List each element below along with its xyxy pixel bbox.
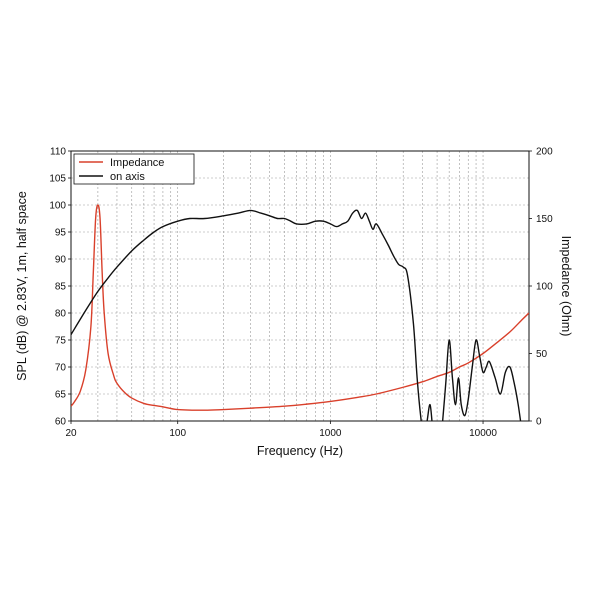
x-tick-label: 20 [65, 428, 77, 439]
x-axis: 20 100 1000 10000 [65, 421, 497, 439]
series-line-impedance [71, 204, 529, 411]
left-y-tick-label: 95 [55, 228, 67, 239]
x-axis-title: Frequency (Hz) [257, 444, 343, 458]
left-y-tick-label: 80 [55, 309, 67, 320]
right-y-tick-label: 200 [536, 147, 553, 158]
right-y-tick-label: 100 [536, 282, 553, 293]
legend-label-impedance: Impedance [110, 157, 164, 169]
right-y-tick-label: 150 [536, 214, 553, 225]
right-y-tick-label: 50 [536, 349, 548, 360]
left-y-tick-label: 75 [55, 336, 67, 347]
right-y-axis: 0 50 100 150 200 [529, 147, 553, 428]
left-y-tick-label: 105 [49, 174, 66, 185]
left-y-tick-label: 70 [55, 363, 67, 374]
left-y-tick-label: 100 [49, 201, 66, 212]
left-y-tick-label: 60 [55, 417, 67, 428]
x-tick-label: 1000 [319, 428, 342, 439]
left-y-tick-label: 85 [55, 282, 67, 293]
series-layer [71, 204, 529, 421]
left-y-tick-label: 90 [55, 255, 67, 266]
left-y-axis-title: SPL (dB) @ 2.83V, 1m, half space [15, 191, 29, 381]
right-y-axis-title: Impedance (Ohm) [559, 236, 573, 337]
right-y-tick-label: 0 [536, 417, 542, 428]
left-y-tick-label: 110 [50, 147, 66, 158]
series-line-on-axis [71, 209, 522, 421]
x-tick-label: 100 [169, 428, 186, 439]
legend-box [73, 153, 195, 185]
legend: Impedance on axis [73, 153, 195, 185]
x-tick-label: 10000 [469, 428, 497, 439]
legend-label-on-axis: on axis [110, 171, 145, 183]
left-y-axis: 60 65 70 75 80 85 90 95 100 105 110 [49, 147, 71, 428]
grid [71, 151, 529, 421]
left-y-tick-label: 65 [55, 390, 67, 401]
